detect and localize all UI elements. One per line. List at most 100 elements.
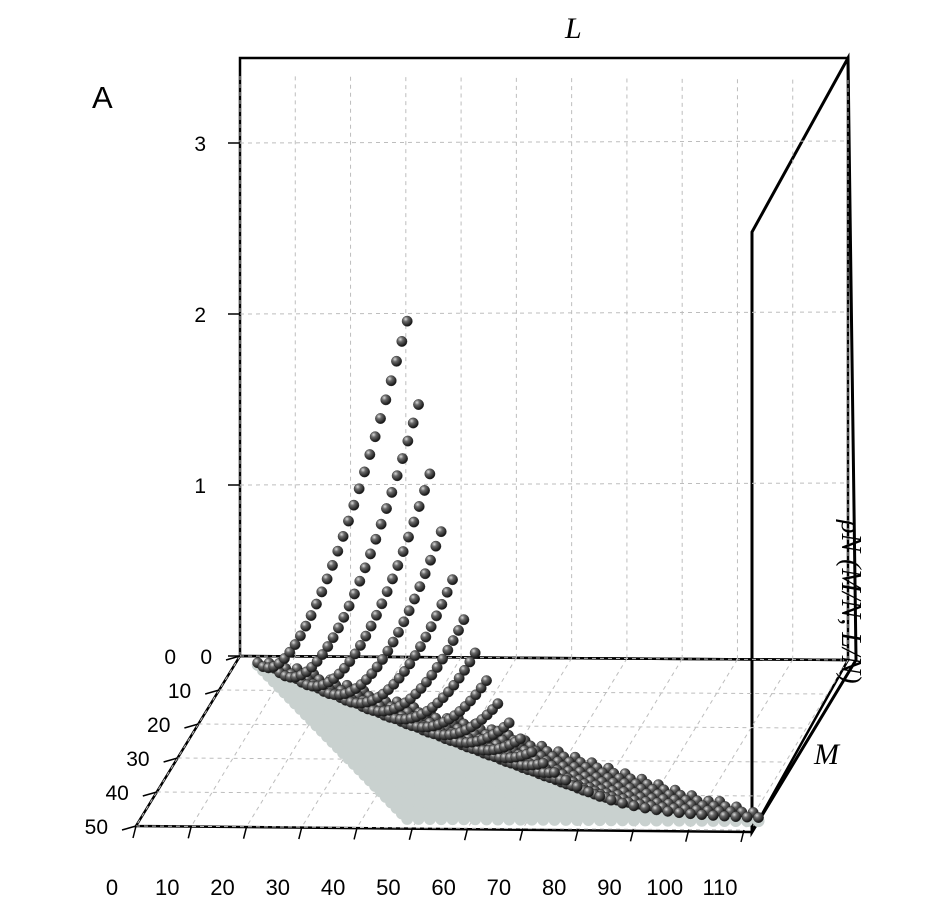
data-point — [453, 672, 465, 684]
point-shadow — [401, 812, 414, 825]
data-point — [371, 661, 383, 673]
data-point — [413, 399, 424, 410]
data-point — [435, 526, 447, 538]
point-shadow — [673, 814, 686, 827]
data-point — [370, 533, 382, 545]
y-tick-label: 50 — [85, 816, 108, 839]
x-tick-label: 40 — [321, 875, 345, 900]
data-point — [375, 413, 386, 424]
x-tick-label: 0 — [106, 875, 118, 900]
data-point — [475, 682, 487, 694]
data-point — [399, 666, 410, 677]
x-tick — [740, 829, 745, 843]
y-tick — [163, 757, 178, 763]
y-tick-label: 30 — [126, 748, 149, 771]
point-shadow — [457, 813, 470, 826]
z-gridline — [239, 311, 849, 315]
y-tick-label: 40 — [105, 782, 128, 805]
data-point — [402, 435, 414, 447]
point-shadow — [616, 814, 629, 827]
x-tick-label: 80 — [542, 875, 566, 900]
data-point — [437, 653, 448, 665]
data-point — [441, 586, 453, 598]
point-shadow — [639, 814, 652, 827]
y-floor-gridline — [219, 689, 828, 695]
data-point — [459, 664, 470, 676]
data-point — [387, 573, 398, 585]
data-point — [375, 518, 387, 530]
data-point — [730, 811, 742, 823]
data-point — [397, 546, 409, 557]
z-tick-label: 2 — [194, 304, 206, 327]
x-tick-label: 90 — [597, 875, 621, 900]
data-point — [413, 501, 425, 512]
data-point — [355, 640, 366, 651]
data-point — [409, 593, 420, 605]
data-point — [344, 656, 356, 667]
data-point — [605, 794, 617, 806]
data-point — [481, 675, 492, 687]
data-point — [408, 516, 420, 528]
data-point — [685, 808, 696, 820]
data-point — [365, 620, 377, 632]
x-tick — [408, 827, 414, 841]
z-tick-label: 0 — [164, 646, 176, 669]
data-point — [639, 802, 651, 814]
y-tick-label: 20 — [147, 714, 170, 737]
point-shadow — [548, 813, 561, 826]
axis-ticks — [121, 142, 745, 843]
y-tick — [142, 791, 158, 797]
data-point — [391, 355, 402, 367]
data-point — [284, 646, 296, 658]
data-point — [651, 804, 662, 816]
data-point — [753, 812, 764, 823]
x-floor-gridline — [633, 659, 738, 830]
z-tick-label: 1 — [194, 475, 206, 498]
data-point — [419, 568, 431, 580]
y-floor-gridline — [135, 825, 745, 831]
data-point — [447, 635, 459, 647]
x-tick — [187, 826, 193, 839]
data-point — [337, 531, 349, 542]
data-point — [377, 654, 388, 665]
data-point — [458, 614, 470, 626]
data-point — [549, 767, 560, 778]
data-point — [431, 662, 443, 673]
data-point — [289, 639, 301, 650]
data-point — [420, 631, 432, 643]
data-point — [719, 810, 730, 822]
data-point — [662, 805, 674, 817]
x-floor-gridline — [688, 659, 794, 830]
data-point — [391, 470, 403, 482]
data-point — [386, 486, 398, 498]
data-point — [425, 554, 436, 566]
data-point — [376, 598, 388, 610]
data-point — [365, 548, 376, 560]
data-point — [360, 630, 372, 642]
y-tick — [204, 689, 220, 695]
x-floor-gridline — [522, 658, 628, 829]
data-point — [409, 650, 421, 662]
data-point — [305, 610, 317, 621]
point-shadow — [661, 814, 674, 827]
data-point — [364, 449, 376, 460]
point-shadow — [571, 813, 584, 826]
data-point — [425, 621, 437, 633]
x-tick-label: 10 — [155, 875, 179, 900]
data-point — [537, 757, 549, 769]
data-point — [349, 648, 361, 660]
point-shadow — [593, 814, 606, 827]
data-point — [343, 600, 355, 612]
data-point — [359, 466, 370, 478]
x-tick-label: 70 — [487, 875, 511, 900]
x-tick — [684, 829, 690, 842]
data-point — [349, 588, 360, 600]
z-tick-label: 3 — [194, 133, 206, 156]
data-point — [338, 611, 350, 623]
x-tick-label: 20 — [210, 875, 234, 900]
data-point — [354, 575, 366, 587]
data-point — [401, 315, 413, 327]
y-tick-label: 10 — [168, 680, 191, 703]
point-shadow — [423, 813, 436, 826]
